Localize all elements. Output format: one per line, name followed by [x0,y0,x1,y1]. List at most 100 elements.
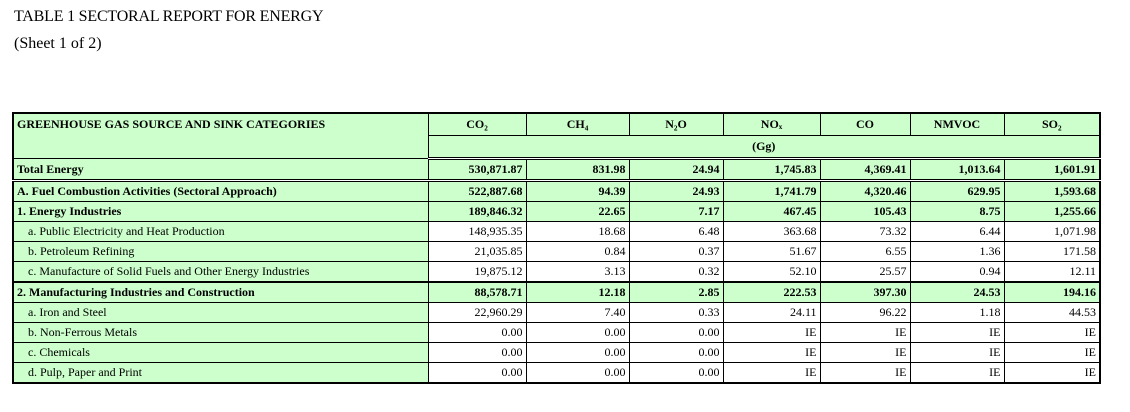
value-cell: 18.68 [525,221,630,242]
title: TABLE 1 SECTORAL REPORT FOR ENERGY [14,8,324,25]
subtitle: (Sheet 1 of 2) [14,35,102,52]
value-cell: 1,013.64 [909,158,1005,182]
category-cell: A. Fuel Combustion Activities (Sectoral … [12,180,429,202]
header-row: GREENHOUSE GAS SOURCE AND SINK CATEGORIE… [12,112,1101,159]
column-header: N₂O [628,112,724,136]
value-cell: 51.67 [722,241,821,262]
table-row: b. Petroleum Refining 21,035.85 0.84 0.37 51… [12,241,1101,262]
category-cell: 2. Manufacturing Industries and Construc… [12,281,429,303]
category-cell: c. Chemicals [12,342,429,363]
value-cell: 44.53 [1003,302,1101,323]
value-cell: 0.00 [525,322,630,343]
column-header: GREENHOUSE GAS SOURCE AND SINK CATEGORIE… [12,112,429,159]
value-cell: 0.32 [628,261,724,283]
value-cell: IE [909,322,1005,343]
value-cell: 363.68 [722,221,821,242]
table-row: 1. Energy Industries 189,846.32 22.65 7.17 4… [12,201,1101,222]
value-cell: 94.39 [525,180,630,202]
value-cell: 1,071.98 [1003,221,1101,242]
table-row: c. Chemicals 0.00 0.00 0.00 IE IE IE IE [12,342,1101,363]
column-header: CO [819,112,911,136]
value-cell: 530,871.87 [427,158,527,182]
value-cell: 4,369.41 [819,158,911,182]
value-cell: IE [819,322,911,343]
value-cell: 0.00 [628,342,724,363]
table-row: a. Iron and Steel 22,960.29 7.40 0.33 24.11 9… [12,302,1101,323]
value-cell: IE [819,362,911,384]
value-cell: 3.13 [525,261,630,283]
value-cell: 6.55 [819,241,911,262]
value-cell: 0.00 [427,342,527,363]
value-cell: 0.94 [909,261,1005,283]
column-header: CO₂ [427,112,527,136]
category-cell: d. Pulp, Paper and Print [12,362,429,384]
table-row: c. Manufacture of Solid Fuels and Other … [12,261,1101,283]
category-cell: b. Petroleum Refining [12,241,429,262]
category-cell: c. Manufacture of Solid Fuels and Other … [12,261,429,283]
value-cell: 629.95 [909,180,1005,202]
value-cell: IE [909,362,1005,384]
value-cell: 19,875.12 [427,261,527,283]
category-cell: 1. Energy Industries [12,201,429,222]
value-cell: 0.00 [427,322,527,343]
value-cell: 21,035.85 [427,241,527,262]
value-cell: 24.94 [628,158,724,182]
value-cell: 1,255.66 [1003,201,1101,222]
value-cell: 1,593.68 [1003,180,1101,202]
value-cell: 1,741.79 [722,180,821,202]
value-cell: 0.37 [628,241,724,262]
value-cell: IE [909,342,1005,363]
value-cell: 148,935.35 [427,221,527,242]
value-cell: 831.98 [525,158,630,182]
value-cell: 96.22 [819,302,911,323]
value-cell: 12.11 [1003,261,1101,283]
category-cell: Total Energy [12,158,429,182]
value-cell: 1.36 [909,241,1005,262]
value-cell: 189,846.32 [427,201,527,222]
column-header: NMVOC [909,112,1005,136]
value-cell: 52.10 [722,261,821,283]
category-cell: b. Non-Ferrous Metals [12,322,429,343]
value-cell: 0.00 [427,362,527,384]
unit: (Gg) [427,135,1101,160]
value-cell: 6.44 [909,221,1005,242]
table-row: 2. Manufacturing Industries and Construc… [12,281,1101,303]
value-cell: 88,578.71 [427,281,527,303]
column-header: SO₂ [1003,112,1101,136]
value-cell: 0.00 [628,362,724,384]
value-cell: 522,887.68 [427,180,527,202]
table-row: a. Public Electricity and Heat Productio… [12,221,1101,242]
value-cell: 222.53 [722,281,821,303]
value-cell: 1,601.91 [1003,158,1101,182]
value-cell: IE [819,342,911,363]
column-header: NOₓ [722,112,821,136]
value-cell: 8.75 [909,201,1005,222]
value-cell: 0.33 [628,302,724,323]
value-cell: 397.30 [819,281,911,303]
value-cell: 7.40 [525,302,630,323]
value-cell: IE [1003,342,1101,363]
value-cell: 25.57 [819,261,911,283]
value-cell: 2.85 [628,281,724,303]
value-cell: 7.17 [628,201,724,222]
table-row: A. Fuel Combustion Activities (Sectoral … [12,180,1101,202]
value-cell: 24.93 [628,180,724,202]
category-cell: a. Public Electricity and Heat Productio… [12,221,429,242]
value-cell: 22.65 [525,201,630,222]
unit-row: (Gg) [13,135,1101,160]
value-cell: IE [722,342,821,363]
value-cell: 0.00 [628,322,724,343]
value-cell: 4,320.46 [819,180,911,202]
value-cell: 6.48 [628,221,724,242]
table-row: d. Pulp, Paper and Print 0.00 0.00 0.00 IE IE… [12,362,1101,384]
value-cell: 105.43 [819,201,911,222]
value-cell: 171.58 [1003,241,1101,262]
value-cell: 22,960.29 [427,302,527,323]
table-row: Total Energy 530,871.87 831.98 24.94 1,745.8… [12,158,1101,182]
value-cell: IE [722,362,821,384]
value-cell: 467.45 [722,201,821,222]
value-cell: 1.18 [909,302,1005,323]
value-cell: 12.18 [525,281,630,303]
sectoral-table: GREENHOUSE GAS SOURCE AND SINK CATEGORIE… [12,112,1101,384]
